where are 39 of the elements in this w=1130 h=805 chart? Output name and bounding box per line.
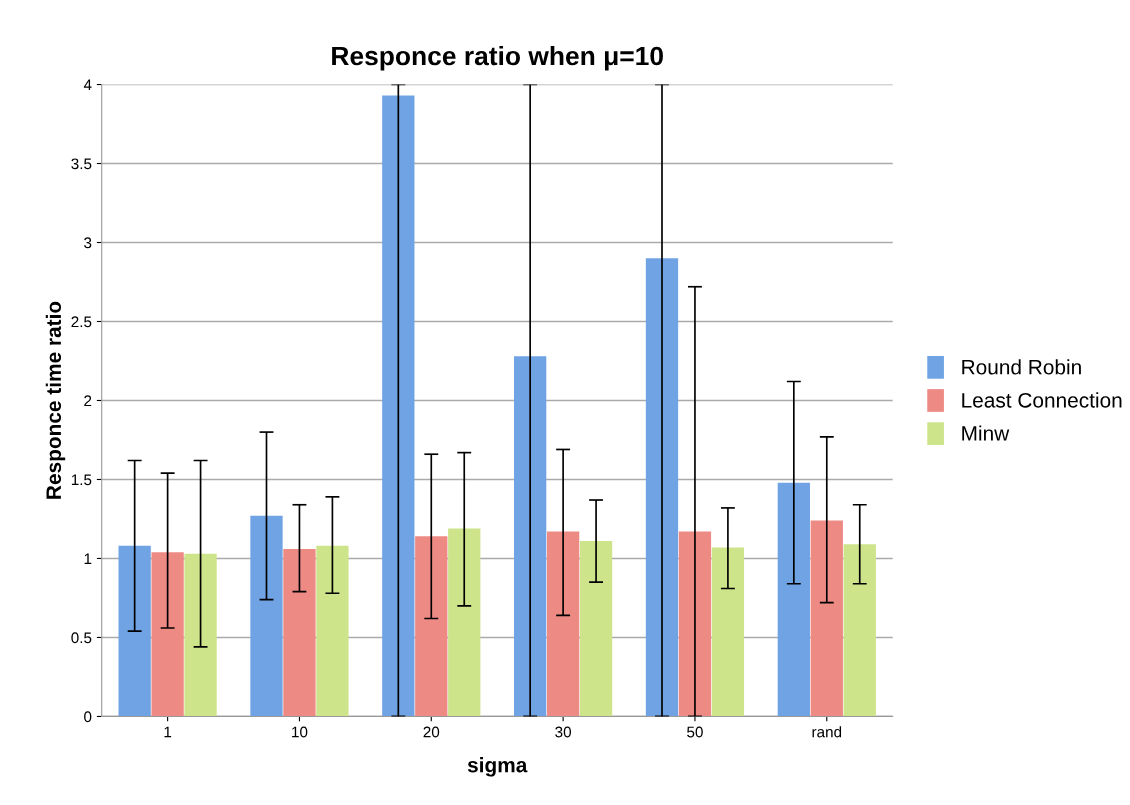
y-tick-label: 2.5: [71, 316, 92, 328]
bar: [579, 541, 613, 717]
x-tick-label: 20: [423, 726, 440, 738]
x-axis-title: sigma: [467, 757, 528, 777]
chart-title: Responce ratio when μ=10: [332, 45, 663, 71]
bar: [283, 548, 316, 717]
x-tick-label: 10: [292, 726, 308, 738]
bar: [382, 95, 415, 717]
y-tick-label: 3.5: [71, 158, 92, 170]
bar: [448, 528, 481, 717]
y-tick-label: 1.5: [71, 474, 92, 486]
legend-label: Least Connection: [962, 392, 1122, 408]
bar: [184, 553, 217, 717]
y-tick-label: 0: [84, 711, 92, 723]
bar: [777, 482, 810, 717]
bar: [415, 536, 448, 717]
y-axis-title: Responce time ratio: [45, 301, 66, 499]
bar: [843, 544, 876, 717]
y-tick-label: 1: [84, 553, 92, 564]
bar: [514, 356, 547, 717]
bar: [316, 545, 349, 717]
bar: [118, 545, 151, 717]
x-tick-label: 1: [164, 726, 172, 738]
legend-label: Round Robin: [962, 359, 1081, 375]
bar: [678, 531, 712, 717]
y-tick-label: 4: [83, 79, 92, 91]
legend-label: Minw: [962, 425, 1010, 441]
y-tick-label: 2: [84, 395, 92, 407]
bar: [546, 531, 580, 717]
y-tick-label: 3: [84, 237, 92, 249]
x-tick-label: rand: [812, 726, 842, 738]
bar: [151, 552, 184, 717]
bar: [250, 515, 283, 717]
x-tick-label: 30: [555, 726, 572, 738]
y-tick-label: 0.5: [71, 632, 92, 644]
bar: [711, 547, 745, 717]
bar: [645, 258, 679, 717]
bar: [810, 520, 843, 717]
x-tick-label: 50: [687, 726, 703, 738]
